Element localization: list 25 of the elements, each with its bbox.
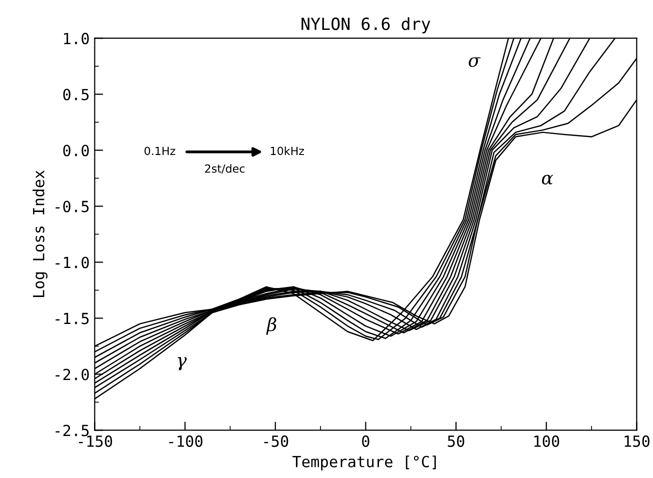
annotation: 0.1Hz	[144, 146, 176, 156]
x-axis-title: Temperature [°C]	[292, 456, 436, 470]
x-tick-label: -50	[264, 435, 288, 447]
y-axis-title: Log Loss Index	[32, 170, 48, 297]
y-tick-label: 0.0	[63, 144, 89, 156]
y-tick-label: 0.5	[63, 88, 89, 100]
y-tick-label: -1.5	[56, 312, 89, 324]
x-tick-label: -100	[169, 435, 202, 447]
x-tick-label: 150	[624, 435, 650, 447]
y-tick-label: -1.0	[56, 256, 89, 268]
annotation: γ	[178, 357, 187, 370]
annotation: α	[542, 174, 553, 185]
annotation: 10kHz	[270, 146, 304, 156]
y-tick-label: 1.0	[64, 32, 89, 44]
y-tick-label: -0.5	[56, 200, 89, 212]
x-tick-label: 0	[362, 435, 370, 447]
annotation: 2st/dec	[205, 164, 245, 174]
chart-title: NYLON 6.6 dry	[302, 17, 430, 34]
y-tick-label: -2.5	[56, 424, 89, 436]
annotation: σ	[468, 57, 481, 67]
y-tick-label: -2.0	[56, 368, 89, 380]
annotation: β	[266, 317, 276, 335]
x-tick-label: 50	[448, 435, 464, 447]
x-tick-label: 100	[534, 435, 560, 447]
x-tick-label: -150	[78, 435, 112, 447]
